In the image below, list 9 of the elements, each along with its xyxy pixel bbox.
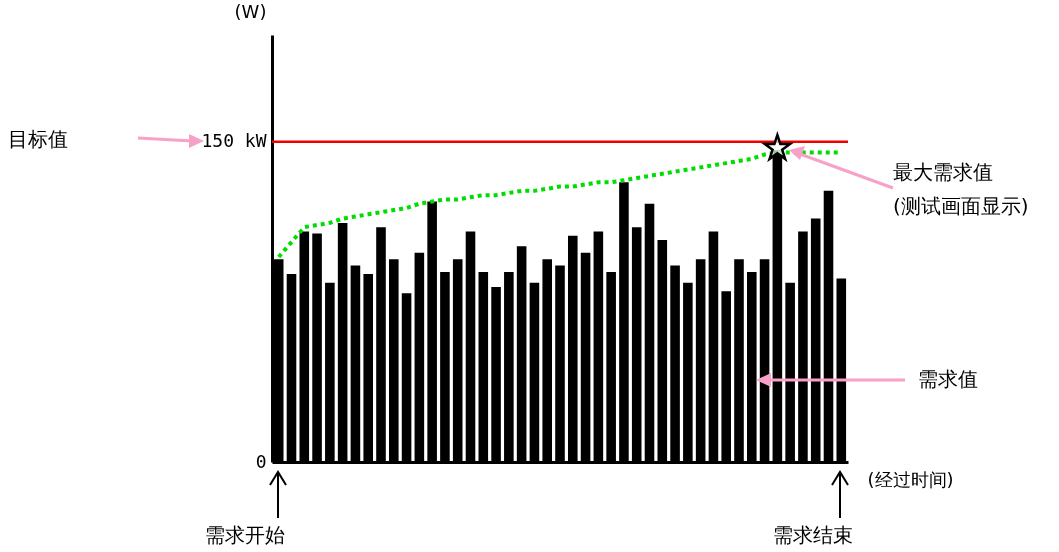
y-tick-label: 0	[255, 450, 267, 472]
text: 需求结束	[773, 522, 853, 549]
x-axis-title: (经过时间)	[867, 468, 954, 490]
text: 最大需求值 (测试画面显示)	[893, 159, 1029, 220]
y-tick-label: 150 kW	[201, 130, 267, 152]
y-axis-title: (W)	[234, 0, 267, 22]
text: 需求值	[918, 366, 978, 393]
text: 目标值	[8, 126, 68, 153]
text: 需求开始	[205, 522, 285, 549]
